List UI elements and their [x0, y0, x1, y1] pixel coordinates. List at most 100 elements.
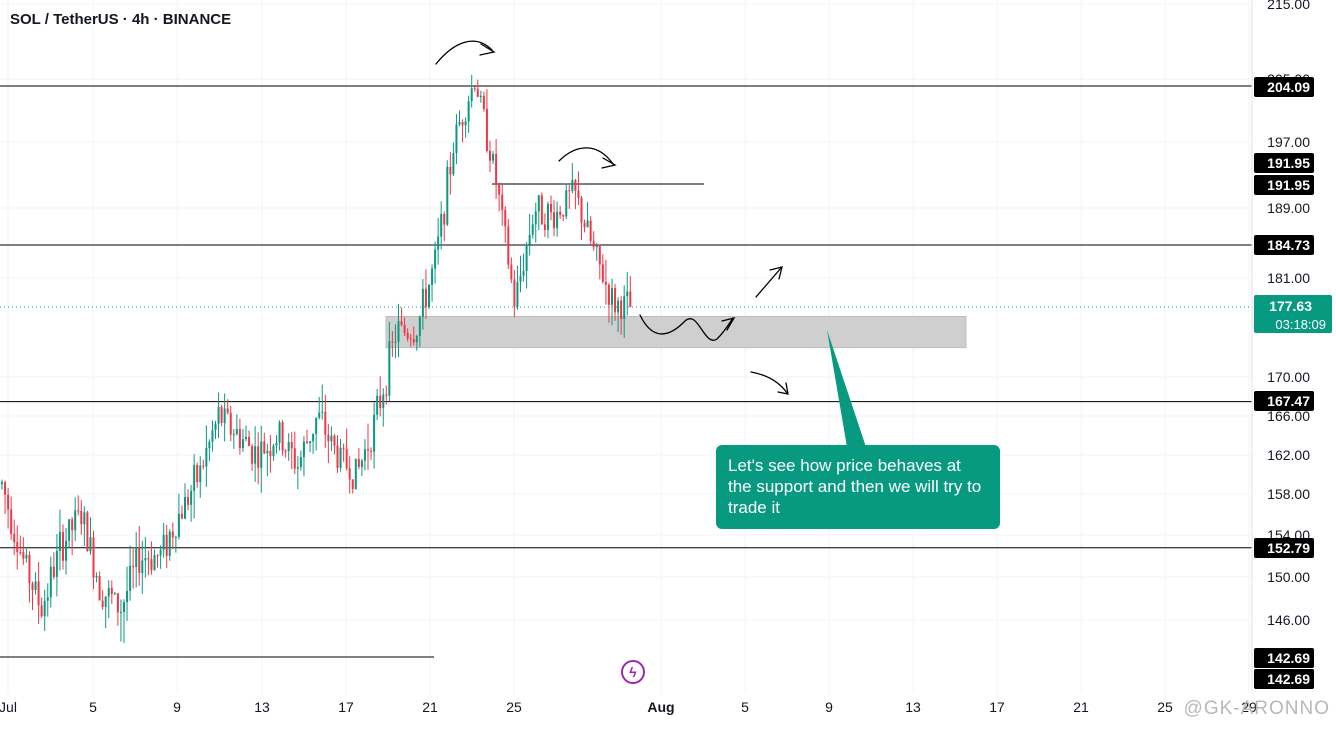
price-tag-text: 142.69	[1267, 671, 1310, 687]
candle-body	[559, 211, 562, 215]
price-tag-bg	[1254, 153, 1314, 173]
candle-body	[132, 565, 135, 567]
level-price-tag: 191.95	[1254, 153, 1314, 173]
candle-body	[406, 332, 409, 339]
price-tag-text: 204.09	[1267, 79, 1310, 95]
candle-body	[162, 534, 165, 550]
price-axis[interactable]: 215.00205.00197.00189.00181.00170.00166.…	[1251, 0, 1332, 694]
arc-arrow-head	[479, 43, 496, 56]
x-tick-label: 5	[89, 699, 97, 715]
y-tick-label: 162.00	[1267, 447, 1310, 463]
candle-body	[516, 282, 519, 307]
candle-body	[226, 408, 229, 413]
candle-body	[65, 540, 68, 561]
down-arrow	[750, 371, 788, 394]
lightning-icon[interactable]: ϟ	[621, 660, 645, 684]
arc-arrow	[435, 40, 493, 65]
candle-body	[592, 241, 595, 248]
x-tick-label: 5	[741, 699, 749, 715]
candle-body	[577, 190, 580, 198]
candle-body	[49, 566, 52, 598]
candle-body	[324, 411, 327, 435]
price-tag-text: 184.73	[1267, 237, 1310, 253]
candle-body	[22, 552, 25, 559]
x-tick-label: 25	[506, 699, 522, 715]
candle-body	[248, 436, 251, 447]
candle-body	[479, 95, 482, 97]
projected-path-head	[721, 316, 736, 331]
x-tick-label: 13	[905, 699, 921, 715]
level-price-tag: 191.95	[1254, 175, 1314, 195]
candle-body	[421, 288, 424, 317]
candle-body	[193, 464, 196, 491]
candle-body	[174, 536, 177, 538]
level-price-tag: 204.09	[1254, 77, 1314, 97]
callout-note[interactable]: Let's see how price behaves at the suppo…	[716, 445, 1000, 529]
candle-body	[141, 560, 144, 574]
candle-body	[80, 510, 83, 525]
down-arrow-head	[777, 382, 789, 395]
candle-body	[245, 436, 247, 440]
candle-body	[574, 180, 577, 191]
price-tag-bg	[1254, 235, 1314, 255]
candle-body	[229, 412, 232, 435]
candle-body	[223, 408, 226, 423]
x-tick-label: 21	[1073, 699, 1089, 715]
candle-body	[485, 108, 488, 151]
candle-body	[443, 213, 446, 225]
candle-body	[272, 445, 275, 457]
y-tick-label: 158.00	[1267, 486, 1310, 502]
candle-body	[598, 245, 601, 265]
price-tag-text: 191.95	[1267, 155, 1310, 171]
price-tag-text: 152.79	[1267, 540, 1310, 556]
candle-body	[257, 446, 260, 468]
candle-body	[440, 213, 443, 237]
x-tick-label: Aug	[647, 699, 674, 715]
candle-body	[275, 442, 278, 446]
candle-body	[165, 534, 168, 556]
candle-body	[489, 150, 491, 161]
current-price-tag: 177.63 03:18:09	[1254, 295, 1332, 333]
candle-body	[302, 441, 305, 458]
candle-body	[110, 587, 113, 594]
candle-body	[357, 458, 360, 468]
candle-body	[412, 339, 415, 343]
time-axis[interactable]: Jul 5 9 13 17 21 25 Aug 5 9 13 17 21 25 29	[0, 699, 1257, 715]
x-tick-label: 17	[338, 699, 354, 715]
candle-body	[147, 558, 150, 560]
candle-body	[376, 395, 379, 415]
candle-body	[363, 449, 366, 461]
candle-body	[281, 422, 284, 451]
candle-body	[629, 291, 632, 307]
watermark: @GK-ARONNO	[1183, 698, 1330, 719]
y-tick-label: 181.00	[1267, 270, 1310, 286]
candle-body	[4, 482, 7, 495]
candle-body	[290, 441, 293, 449]
candle-body	[620, 300, 623, 319]
candle-body	[464, 121, 467, 126]
candle-body	[534, 211, 537, 225]
candle-body	[135, 547, 138, 567]
y-tick-label: 189.00	[1267, 200, 1310, 216]
candle-body	[10, 509, 13, 534]
candle-body	[37, 581, 40, 606]
x-tick-label: 13	[254, 699, 270, 715]
candle-body	[510, 264, 513, 280]
candle-body	[568, 190, 571, 192]
candle-body	[150, 559, 153, 571]
candle-body	[123, 602, 125, 612]
candle-body	[177, 513, 180, 537]
callout-pointer	[827, 330, 866, 447]
price-tag-bg	[1254, 538, 1314, 558]
candle-body	[367, 449, 369, 451]
candle-body	[571, 180, 574, 192]
candle-body	[211, 430, 214, 442]
candle-body	[586, 220, 589, 228]
candle-body	[434, 249, 437, 269]
candle-body	[473, 88, 476, 90]
candle-body	[171, 531, 174, 538]
candle-body	[330, 435, 333, 442]
candle-body	[540, 195, 543, 225]
candle-body	[604, 281, 607, 285]
